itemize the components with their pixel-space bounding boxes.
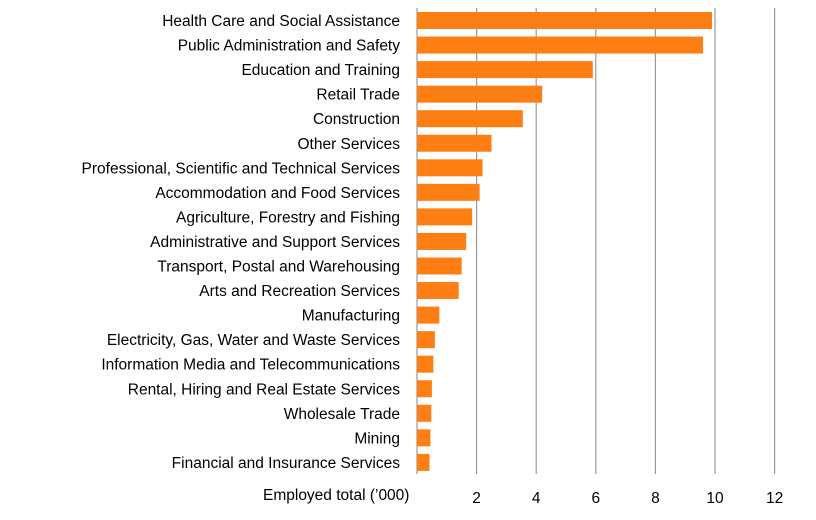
category-label: Retail Trade — [316, 87, 400, 104]
category-label: Agriculture, Forestry and Fishing — [176, 209, 400, 226]
bar — [417, 208, 473, 226]
x-tick-labels: 2 4 6 8 10 12 — [472, 490, 783, 507]
category-label: Arts and Recreation Services — [199, 283, 400, 300]
category-label: Wholesale Trade — [284, 406, 400, 423]
bar — [417, 306, 440, 324]
category-label: Accommodation and Food Services — [155, 185, 400, 202]
x-axis-title: Employed total (’000) — [263, 487, 409, 504]
bar — [417, 110, 523, 128]
category-label: Information Media and Telecommunications — [101, 357, 400, 374]
category-labels: Health Care and Social Assistance Public … — [82, 13, 401, 472]
bar — [417, 355, 434, 373]
category-label: Education and Training — [241, 62, 400, 79]
x-tick-label: 4 — [532, 490, 541, 507]
bar — [417, 159, 483, 177]
bar — [417, 282, 459, 300]
bar — [417, 404, 432, 422]
category-label: Other Services — [297, 136, 400, 153]
x-tick-label: 12 — [766, 490, 783, 507]
category-label: Public Administration and Safety — [178, 38, 401, 55]
category-label: Rental, Hiring and Real Estate Services — [128, 381, 400, 398]
bar — [417, 61, 593, 79]
bar — [417, 453, 430, 471]
bar — [417, 380, 432, 398]
x-tick-label: 2 — [472, 490, 481, 507]
x-tick-label: 6 — [591, 490, 600, 507]
category-label: Electricity, Gas, Water and Waste Servic… — [107, 332, 400, 349]
bar — [417, 232, 467, 250]
category-label: Mining — [354, 430, 400, 447]
x-tick-label: 8 — [651, 490, 660, 507]
category-label: Health Care and Social Assistance — [162, 13, 400, 30]
x-tick-label: 10 — [706, 490, 724, 507]
category-label: Manufacturing — [302, 308, 400, 325]
bar — [417, 331, 435, 349]
bar — [417, 183, 480, 201]
bars — [417, 12, 713, 471]
category-label: Construction — [313, 111, 400, 128]
category-label: Financial and Insurance Services — [172, 455, 401, 472]
bar — [417, 429, 431, 447]
bar — [417, 12, 713, 29]
bar — [417, 134, 492, 152]
bar — [417, 257, 462, 275]
category-label: Administrative and Support Services — [150, 234, 400, 251]
bar — [417, 85, 543, 103]
category-label: Professional, Scientific and Technical S… — [82, 160, 401, 177]
category-label: Transport, Postal and Warehousing — [157, 259, 400, 276]
bar — [417, 36, 704, 54]
